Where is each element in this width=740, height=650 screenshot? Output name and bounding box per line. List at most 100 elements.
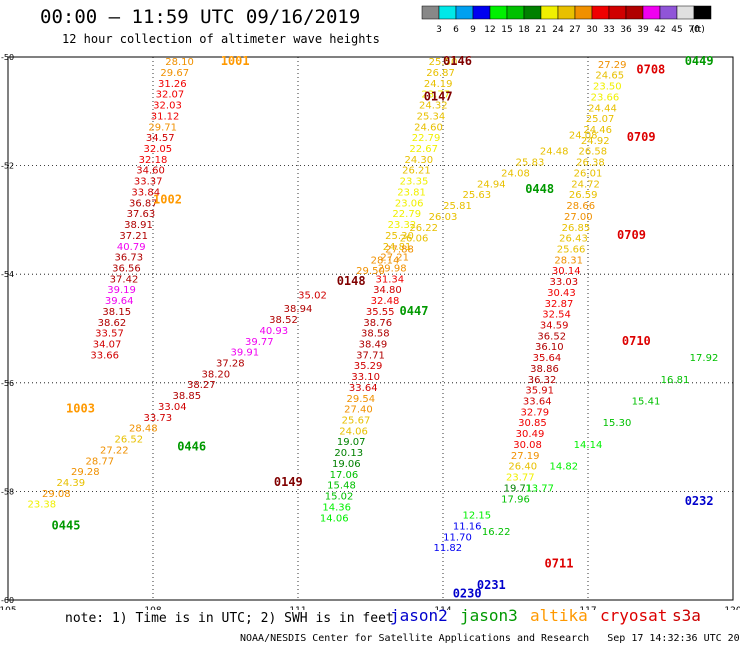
legend-cryosat: cryosat bbox=[600, 606, 668, 625]
colorbar-tick-label: 21 bbox=[535, 25, 546, 35]
swh-value: 25.67 bbox=[342, 416, 371, 427]
swh-value: 39.19 bbox=[107, 285, 136, 296]
swh-value: 30.43 bbox=[547, 288, 576, 299]
swh-value: 27.21 bbox=[380, 253, 409, 264]
colorbar-tick-label: 70 bbox=[688, 25, 700, 35]
swh-value: 38.27 bbox=[187, 380, 216, 391]
swh-value: 29.98 bbox=[378, 263, 407, 274]
swh-value: 24.39 bbox=[57, 478, 86, 489]
swh-value: 17.92 bbox=[690, 353, 719, 364]
track-time-label: 0449 bbox=[685, 54, 714, 68]
y-tick-label: -54 bbox=[1, 270, 14, 279]
swh-value: 27.00 bbox=[564, 212, 593, 223]
swh-value: 39.91 bbox=[231, 348, 260, 359]
swh-value: 38.86 bbox=[530, 364, 559, 375]
swh-value: 38.20 bbox=[202, 369, 231, 380]
swh-value: 25.63 bbox=[463, 190, 492, 201]
swh-value: 27.40 bbox=[344, 405, 373, 416]
colorbar: 3 6 9 12 15 18 21 24 27 30 33 36 39 42 45 70(ft) bbox=[421, 5, 712, 35]
swh-value: 17.96 bbox=[501, 494, 530, 505]
swh-value: 26.40 bbox=[508, 462, 537, 473]
colorbar-tick-label: 45 bbox=[671, 25, 682, 35]
swh-value: 35.55 bbox=[366, 307, 395, 318]
track-time-label: 0709 bbox=[617, 228, 646, 242]
colorbar-unit: (ft) bbox=[691, 25, 705, 35]
swh-value: 33.64 bbox=[523, 397, 552, 408]
track-time-label: 0448 bbox=[525, 182, 554, 196]
swh-value: 30.14 bbox=[552, 266, 581, 277]
chart-subtitle: 12 hour collection of altimeter wave hei… bbox=[62, 32, 380, 46]
swh-value: 23.38 bbox=[28, 500, 57, 511]
swh-value: 22.79 bbox=[412, 133, 441, 144]
swh-value: 37.42 bbox=[110, 274, 139, 285]
swh-value: 38.94 bbox=[284, 304, 313, 315]
swh-value: 37.28 bbox=[216, 359, 245, 370]
swh-value: 28.31 bbox=[554, 255, 583, 266]
swh-value: 32.03 bbox=[153, 101, 182, 112]
swh-value: 15.48 bbox=[327, 481, 356, 492]
swh-value: 28.77 bbox=[86, 456, 115, 467]
colorbar-tick-label: 27 bbox=[569, 25, 580, 35]
swh-value: 27.88 bbox=[385, 244, 414, 255]
swh-value: 15.30 bbox=[603, 418, 632, 429]
track-time-label: 0232 bbox=[685, 494, 714, 508]
legend-altika: altika bbox=[530, 606, 588, 625]
y-tick-label: -52 bbox=[1, 162, 14, 171]
swh-value: 26.01 bbox=[574, 168, 603, 179]
track-time-label: 0147 bbox=[424, 89, 453, 103]
swh-value: 16.81 bbox=[661, 375, 690, 386]
swh-value: 24.32 bbox=[419, 101, 448, 112]
swh-value: 36.52 bbox=[537, 331, 566, 342]
colorbar-tick-label: 18 bbox=[518, 25, 530, 35]
swh-value: 24.60 bbox=[414, 122, 443, 133]
swh-value: 26.21 bbox=[402, 166, 431, 177]
colorbar-tick-label: 15 bbox=[501, 25, 512, 35]
swh-value: 24.19 bbox=[424, 79, 453, 90]
swh-value: 38.15 bbox=[102, 307, 131, 318]
track-time-label: 0231 bbox=[477, 578, 506, 592]
swh-value: 32.18 bbox=[139, 155, 168, 166]
swh-value: 31.34 bbox=[376, 274, 405, 285]
swh-value: 28.66 bbox=[566, 201, 595, 212]
swh-value: 24.48 bbox=[540, 147, 569, 158]
swh-value: 24.65 bbox=[595, 71, 624, 82]
swh-value: 14.06 bbox=[320, 513, 349, 524]
swh-value: 32.48 bbox=[371, 296, 400, 307]
track-time-label: 1001 bbox=[221, 54, 250, 68]
swh-value: 14.82 bbox=[550, 462, 579, 473]
swh-value: 36.87 bbox=[129, 198, 158, 209]
legend-s3a: s3a bbox=[672, 606, 701, 625]
y-tick-label: -56 bbox=[1, 379, 14, 388]
swh-value: 38.76 bbox=[363, 318, 392, 329]
swh-value: 30.49 bbox=[516, 429, 545, 440]
x-tick-label: 105 bbox=[0, 606, 17, 610]
swh-value: 35.91 bbox=[525, 386, 554, 397]
swh-value: 30.08 bbox=[513, 440, 542, 451]
x-tick-label: 117 bbox=[579, 606, 596, 610]
plot-frame bbox=[7, 56, 734, 601]
swh-value: 23.50 bbox=[593, 82, 622, 93]
swh-value: 13.77 bbox=[525, 483, 554, 494]
swh-value: 36.32 bbox=[528, 375, 557, 386]
swh-value: 19.07 bbox=[337, 437, 366, 448]
swh-value: 26.06 bbox=[400, 234, 429, 245]
swh-value: 33.84 bbox=[131, 187, 160, 198]
track-time-label: 0711 bbox=[545, 556, 574, 570]
swh-value: 37.63 bbox=[127, 209, 156, 220]
swh-value: 32.79 bbox=[521, 407, 550, 418]
y-tick-label: -60 bbox=[1, 596, 14, 605]
swh-value: 32.05 bbox=[144, 144, 173, 155]
x-tick-label: 120 bbox=[724, 606, 740, 610]
swh-value: 31.12 bbox=[151, 111, 180, 122]
swh-value: 23.66 bbox=[591, 92, 620, 103]
swh-value: 39.64 bbox=[105, 296, 134, 307]
swh-value: 24.92 bbox=[581, 136, 610, 147]
swh-value: 11.82 bbox=[434, 543, 463, 554]
swh-value: 23.35 bbox=[400, 177, 429, 188]
track-time-label: 0709 bbox=[627, 130, 656, 144]
track-time-label: 0149 bbox=[274, 475, 303, 489]
swh-value: 23.32 bbox=[388, 220, 417, 231]
track-time-label: 0230 bbox=[453, 586, 482, 600]
swh-value: 26.52 bbox=[115, 435, 144, 446]
altimeter-map: 105 108 111 114 117 120 -50 -52 -54 -56 -58 -60 28.1… bbox=[0, 53, 740, 610]
